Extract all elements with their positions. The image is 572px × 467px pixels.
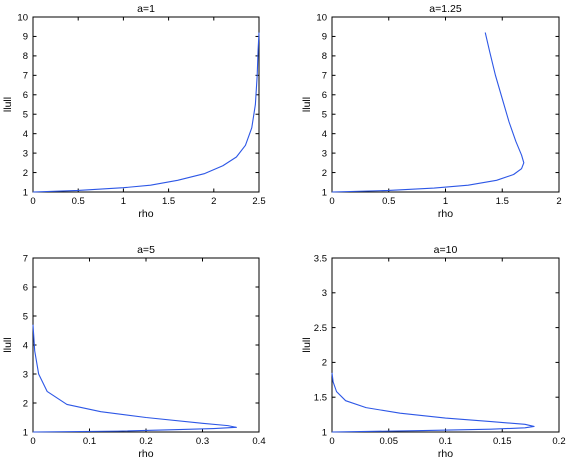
- axes-frame: [32, 257, 260, 433]
- x-tick-label: 2: [211, 196, 216, 207]
- y-tick-label: 2: [23, 398, 28, 409]
- x-tick-label: 0.05: [380, 436, 399, 447]
- x-tick-label: 0.15: [493, 436, 512, 447]
- subplot-2-axes: 0 0.5 1 1.5 2 1 2 3 4 5 6 7 8 9 10: [316, 12, 561, 207]
- x-tick-label: 0.2: [139, 436, 152, 447]
- y-tick-label: 10: [316, 12, 327, 23]
- y-tick-label: 5: [322, 110, 327, 121]
- x-tick-label: 0.5: [382, 196, 395, 207]
- x-tick-label: 0.1: [439, 436, 452, 447]
- x-tick-label: 1: [121, 196, 126, 207]
- y-tick-label: 9: [23, 32, 28, 43]
- series-line: [32, 324, 237, 433]
- subplot-4: 0 0.05 0.1 0.15 0.2 1 1.5 2 2.5 3 3.5 a=10 rho llull: [301, 244, 566, 460]
- y-tick-label: 9: [322, 32, 327, 43]
- x-tick-label: 2: [556, 196, 561, 207]
- x-tick-label: 0.5: [72, 196, 85, 207]
- x-tick-label: 0: [329, 436, 334, 447]
- subplot-1-ylabel: llull: [2, 97, 14, 112]
- y-tick-label: 2: [23, 168, 28, 179]
- subplot-3-xlabel: rho: [138, 448, 153, 460]
- y-tick-label: 6: [322, 90, 327, 101]
- y-tick-label: 10: [17, 12, 28, 23]
- y-tick-label: 6: [23, 90, 28, 101]
- y-tick-label: 3: [23, 148, 28, 159]
- y-tick-label: 4: [23, 340, 28, 351]
- axes-frame: [32, 16, 260, 193]
- subplot-3-title: a=5: [137, 244, 155, 256]
- y-tick-label: 4: [322, 129, 327, 140]
- y-tick-label: 7: [23, 71, 28, 82]
- axes-frame: [331, 16, 560, 193]
- y-tick-label: 1: [322, 187, 327, 198]
- y-tick-label: 2: [322, 358, 327, 369]
- x-tick-label: 0: [30, 436, 35, 447]
- y-tick-label: 3: [322, 148, 327, 159]
- y-tick-label: 6: [23, 282, 28, 293]
- subplot-2-xlabel: rho: [438, 208, 453, 220]
- y-tick-label: 4: [23, 129, 28, 140]
- subplot-4-xlabel: rho: [438, 448, 453, 460]
- axes-frame: [331, 257, 560, 433]
- series-line: [331, 372, 535, 433]
- y-tick-label: 1: [23, 427, 28, 438]
- subplot-2-title: a=1.25: [429, 3, 462, 15]
- subplot-3: 0 0.1 0.2 0.3 0.4 1 2 3 4 5 6 7 a=5 rho llull: [2, 244, 266, 460]
- y-tick-label: 3: [322, 288, 327, 299]
- subplot-3-axes: 0 0.1 0.2 0.3 0.4 1 2 3 4 5 6 7: [23, 253, 266, 447]
- y-tick-label: 8: [23, 51, 28, 62]
- y-tick-label: 7: [23, 253, 28, 264]
- subplot-1-xlabel: rho: [138, 208, 153, 220]
- y-tick-label: 5: [23, 311, 28, 322]
- x-tick-label: 0: [30, 196, 35, 207]
- y-tick-label: 8: [322, 51, 327, 62]
- y-tick-label: 1.5: [314, 393, 327, 404]
- subplot-3-ylabel: llull: [2, 337, 14, 352]
- x-tick-label: 0.2: [552, 436, 565, 447]
- x-tick-label: 2.5: [252, 196, 265, 207]
- series-line: [331, 32, 525, 193]
- y-tick-label: 5: [23, 110, 28, 121]
- series-line: [32, 32, 260, 193]
- x-tick-label: 0.4: [252, 436, 265, 447]
- x-tick-label: 1: [443, 196, 448, 207]
- subplot-1-title: a=1: [137, 3, 155, 15]
- y-tick-label: 1: [322, 427, 327, 438]
- subplot-1-axes: 0 0.5 1 1.5 2 2.5 1 2 3 4 5 6 7 8 9 10: [17, 12, 265, 207]
- x-tick-label: 1.5: [162, 196, 175, 207]
- y-tick-label: 1: [23, 187, 28, 198]
- y-tick-label: 3.5: [314, 253, 327, 264]
- x-tick-label: 0.3: [196, 436, 209, 447]
- subplot-2: 0 0.5 1 1.5 2 1 2 3 4 5 6 7 8 9 10 a=1.25 rho llull: [301, 3, 562, 220]
- subplot-4-axes: 0 0.05 0.1 0.15 0.2 1 1.5 2 2.5 3 3.5: [314, 253, 566, 447]
- x-tick-label: 1.5: [496, 196, 509, 207]
- y-tick-label: 2: [322, 168, 327, 179]
- subplot-1: 0 0.5 1 1.5 2 2.5 1 2 3 4 5 6 7 8 9 10 a=1 rho llull: [2, 3, 266, 220]
- subplot-4-ylabel: llull: [301, 337, 313, 352]
- subplot-4-title: a=10: [434, 244, 458, 256]
- x-tick-label: 0.1: [83, 436, 96, 447]
- subplot-2-ylabel: llull: [301, 97, 313, 112]
- y-tick-label: 3: [23, 369, 28, 380]
- y-tick-label: 7: [322, 71, 327, 82]
- x-tick-label: 0: [329, 196, 334, 207]
- y-tick-label: 2.5: [314, 323, 327, 334]
